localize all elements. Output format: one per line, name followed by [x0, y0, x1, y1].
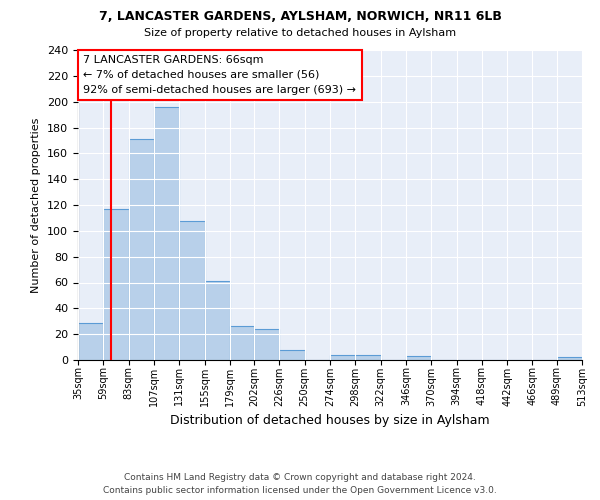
- Bar: [78, 322, 103, 360]
- Bar: [205, 281, 230, 360]
- Text: 7, LANCASTER GARDENS, AYLSHAM, NORWICH, NR11 6LB: 7, LANCASTER GARDENS, AYLSHAM, NORWICH, …: [98, 10, 502, 23]
- Text: Size of property relative to detached houses in Aylsham: Size of property relative to detached ho…: [144, 28, 456, 38]
- Bar: [254, 329, 280, 360]
- Text: 7 LANCASTER GARDENS: 66sqm
← 7% of detached houses are smaller (56)
92% of semi-: 7 LANCASTER GARDENS: 66sqm ← 7% of detac…: [83, 55, 356, 95]
- Text: Contains HM Land Registry data © Crown copyright and database right 2024.: Contains HM Land Registry data © Crown c…: [124, 474, 476, 482]
- Bar: [154, 107, 179, 360]
- X-axis label: Distribution of detached houses by size in Aylsham: Distribution of detached houses by size …: [170, 414, 490, 427]
- Bar: [355, 355, 380, 360]
- Bar: [103, 209, 128, 360]
- Bar: [179, 220, 205, 360]
- Bar: [280, 350, 305, 360]
- Bar: [230, 326, 254, 360]
- Bar: [330, 355, 355, 360]
- Bar: [406, 356, 431, 360]
- Y-axis label: Number of detached properties: Number of detached properties: [31, 118, 41, 292]
- Text: Contains public sector information licensed under the Open Government Licence v3: Contains public sector information licen…: [103, 486, 497, 495]
- Bar: [557, 358, 582, 360]
- Bar: [128, 139, 154, 360]
